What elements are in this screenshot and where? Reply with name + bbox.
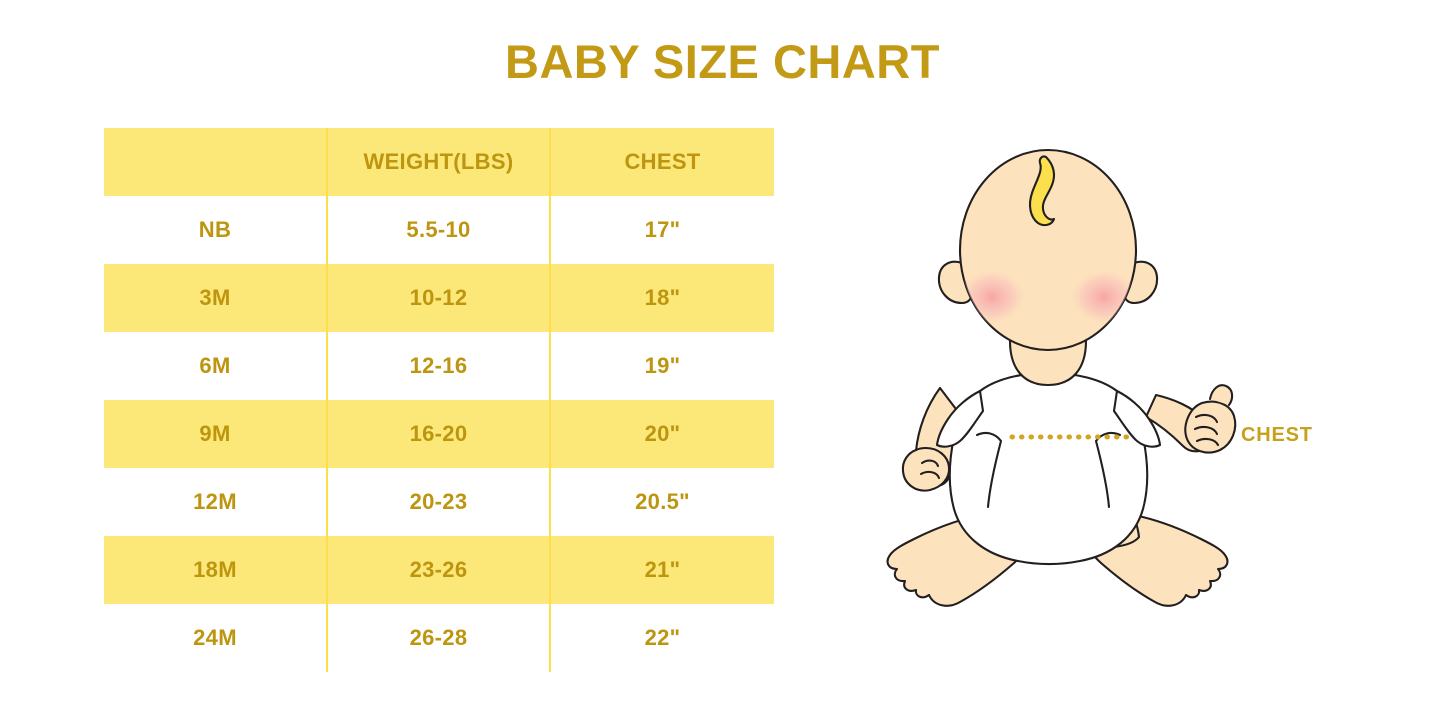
baby-illustration (886, 148, 1237, 607)
cell-size: 12M (193, 489, 237, 514)
size-chart-table: WEIGHT(LBS) CHEST NB 5.5-10 17" 3M 10-12… (104, 128, 774, 672)
column-header-chest: CHEST (549, 128, 774, 196)
cell-weight: 26-28 (326, 604, 550, 672)
chest-measure-label: CHEST (1241, 424, 1313, 446)
cell-size: 6M (199, 353, 231, 378)
table-row: NB 5.5-10 17" (104, 196, 774, 264)
baby-hair-tuft (1028, 155, 1056, 227)
cell-size: 9M (104, 400, 327, 468)
cell-weight: 16-20 (326, 400, 550, 468)
cell-weight: 5.5-10 (326, 196, 550, 264)
cell-size: NB (198, 217, 232, 242)
table-row: 12M 20-23 20.5" (104, 468, 774, 536)
page-title: BABY SIZE CHART (505, 35, 940, 88)
cell-chest: 20" (549, 400, 774, 468)
column-header-weight: WEIGHT(LBS) (326, 128, 550, 196)
cell-chest: 22" (549, 604, 774, 672)
baby-right-arm (1144, 384, 1237, 454)
cell-weight: 20-23 (326, 468, 550, 536)
baby-head (958, 148, 1138, 352)
column-header-size (104, 128, 327, 196)
cell-chest: 21" (549, 536, 774, 604)
cell-size: 18M (104, 536, 327, 604)
cell-size: 3M (104, 264, 327, 332)
table-row: 24M 26-28 22" (104, 604, 774, 672)
cell-weight: 10-12 (326, 264, 550, 332)
cell-chest: 17" (549, 196, 774, 264)
baby-onesie (935, 371, 1162, 566)
table-header: WEIGHT(LBS) CHEST (104, 128, 774, 196)
cell-chest: 19" (549, 332, 774, 400)
cell-weight: 12-16 (326, 332, 550, 400)
table-row: 9M 16-20 20" (104, 400, 774, 468)
table-body: NB 5.5-10 17" 3M 10-12 18" 6M 12-16 19" … (104, 196, 774, 672)
cell-weight: 23-26 (326, 536, 550, 604)
table-header-row: WEIGHT(LBS) CHEST (104, 128, 774, 196)
table-row: 18M 23-26 21" (104, 536, 774, 604)
table-row: 6M 12-16 19" (104, 332, 774, 400)
cell-chest: 18" (549, 264, 774, 332)
table-row: 3M 10-12 18" (104, 264, 774, 332)
cell-size: 24M (193, 625, 237, 650)
cell-chest: 20.5" (549, 468, 774, 536)
